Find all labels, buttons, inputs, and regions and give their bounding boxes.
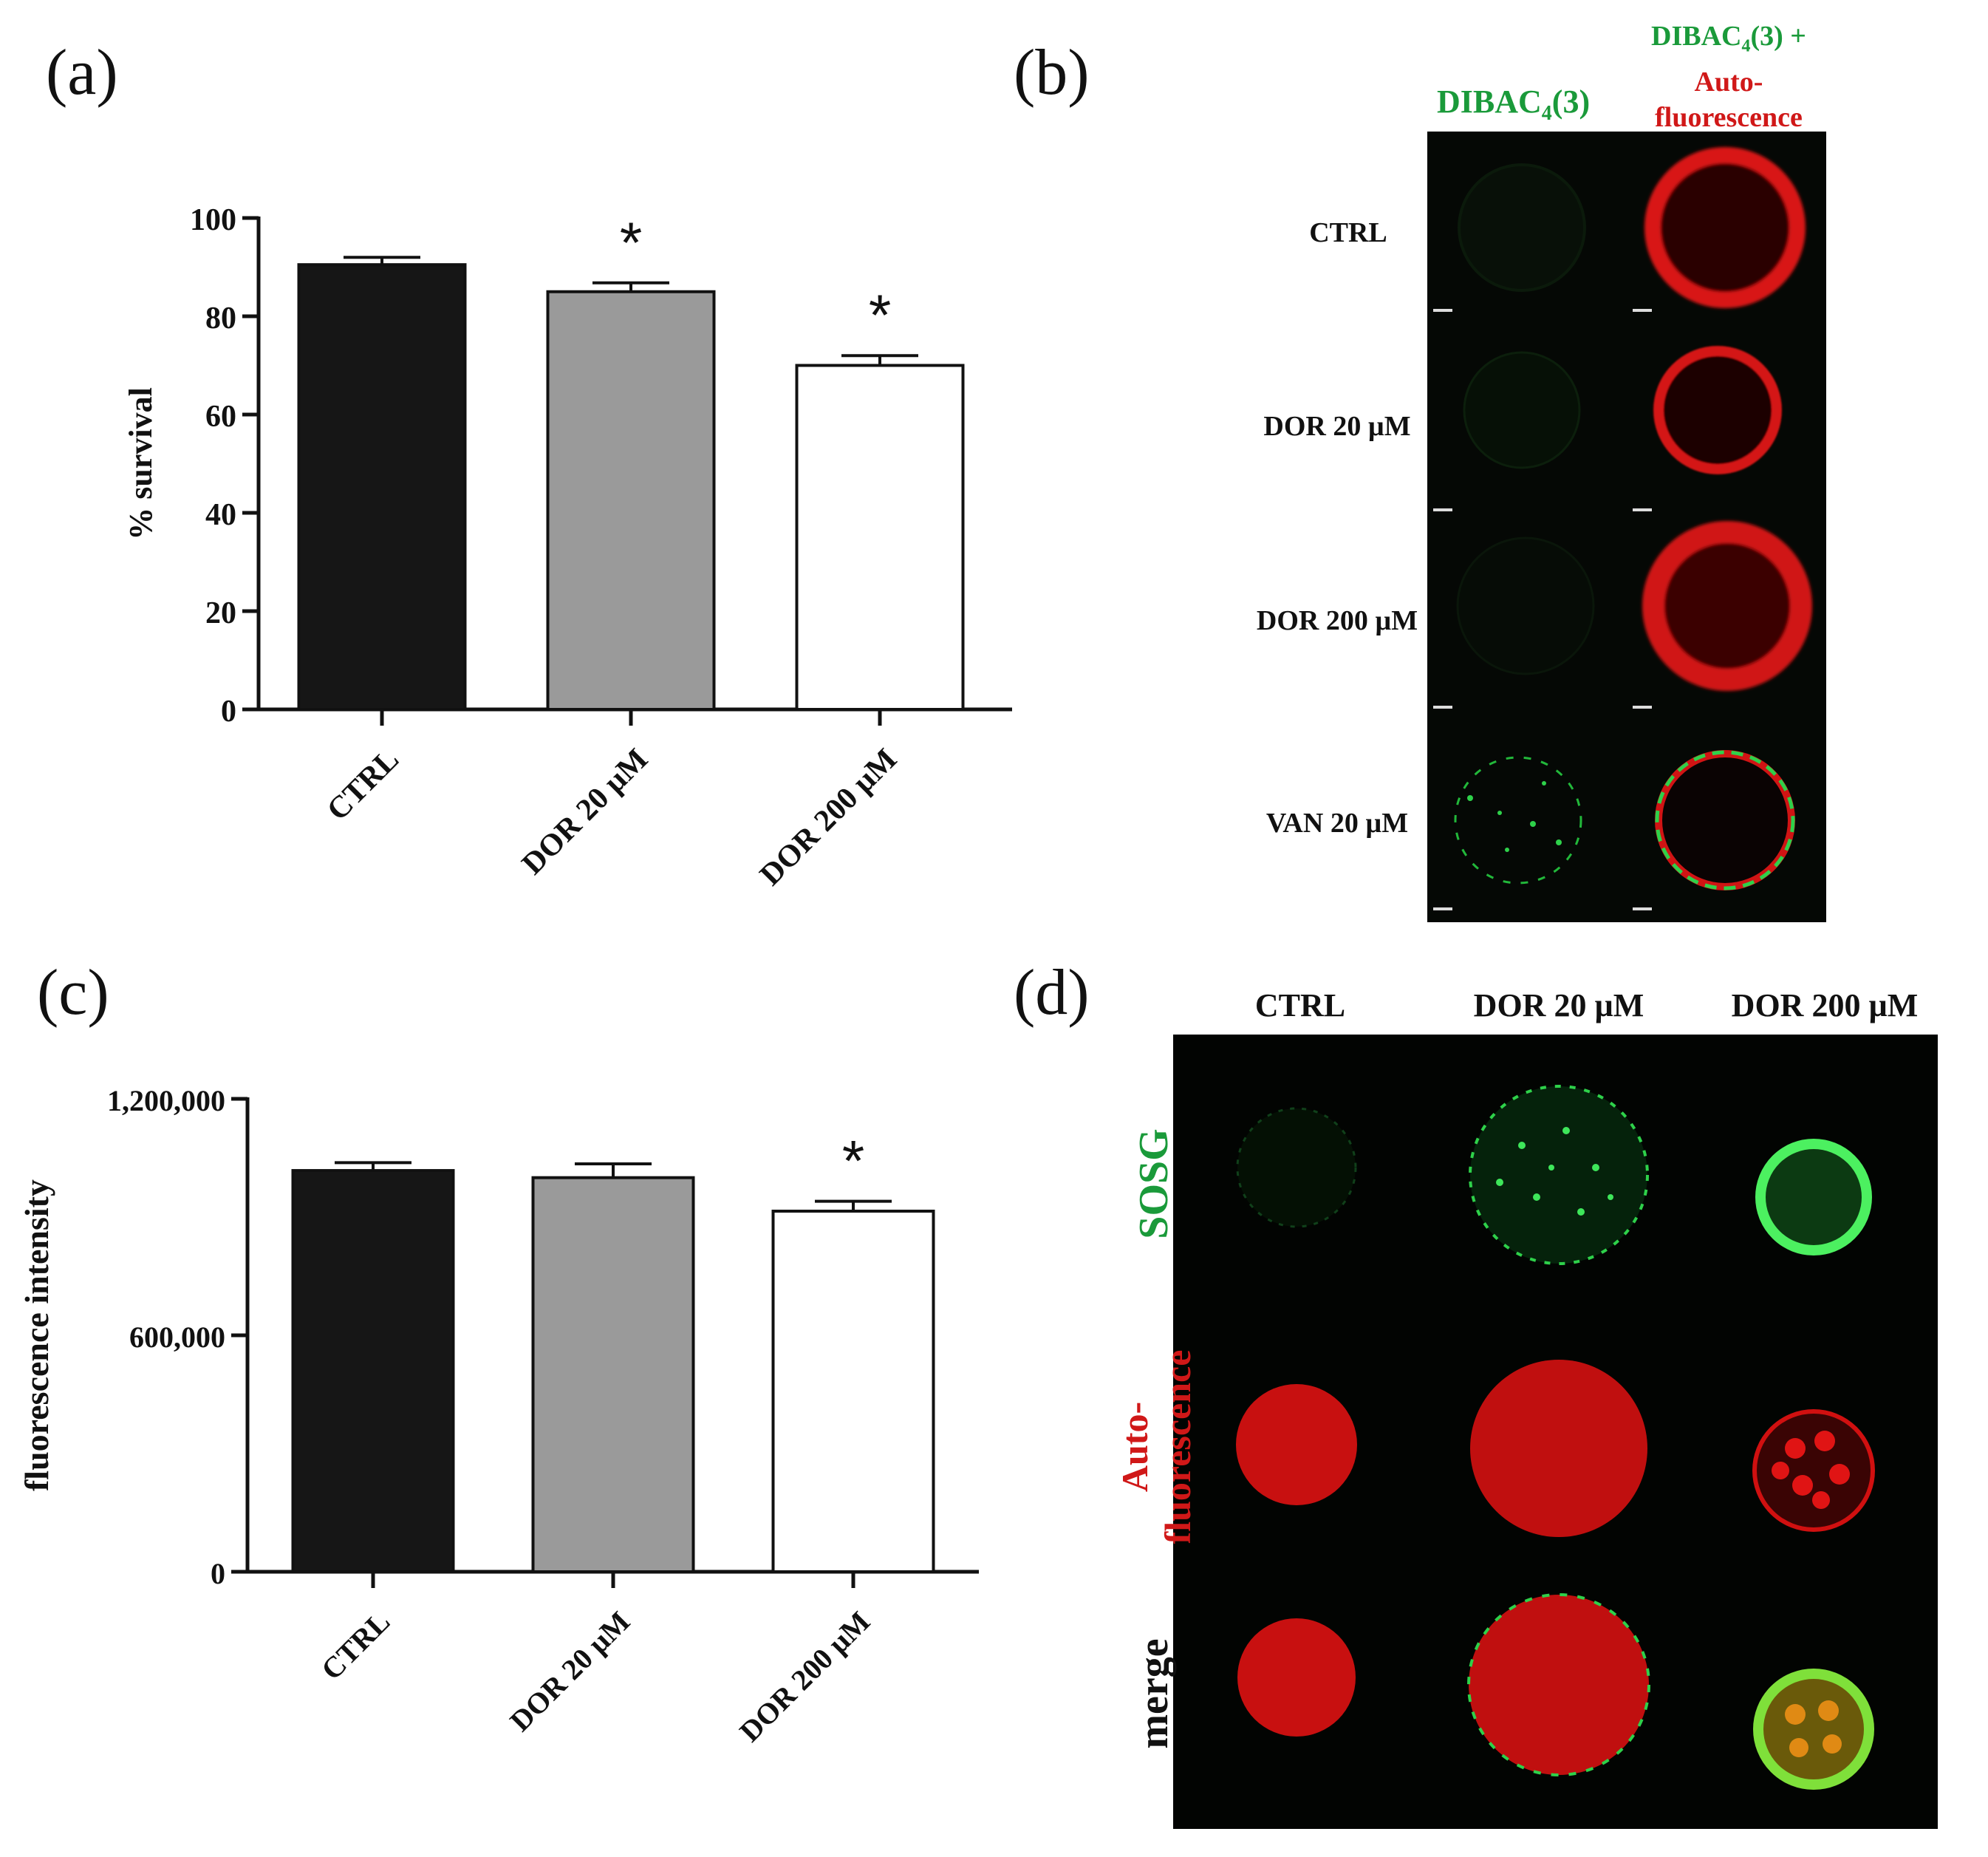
b-col-dibac-tail: (3) <box>1551 84 1591 120</box>
scale-bar <box>1633 706 1652 709</box>
x-tick-label: DOR 20 µM <box>503 1605 636 1738</box>
chart-a: 0 20 40 60 80 100 % survival CTRL * DOR 20 µM * DOR… <box>123 203 1012 893</box>
d-col-dor20: DOR 20 µM <box>1473 987 1644 1023</box>
panel-d-label: (d) <box>1014 957 1090 1029</box>
b-col-dibac-sub: 4 <box>1541 101 1552 125</box>
y-axis-label: fluorescence intensity <box>18 1179 55 1491</box>
b-col-merge-sub: 4 <box>1741 36 1751 56</box>
b-row-label-dor200: DOR 200 µM <box>1256 605 1418 636</box>
micrograph-b-dor200-merge <box>1642 521 1812 691</box>
x-tick-label: DOR 200 µM <box>733 1605 876 1748</box>
b-col-merge-line2: Auto- <box>1694 66 1763 98</box>
b-row-label-ctrl: CTRL <box>1309 217 1387 248</box>
micrograph-d-merge-dor200 <box>1753 1669 1874 1790</box>
x-tick-label: CTRL <box>315 1605 396 1686</box>
micrograph-d-sosg-ctrl <box>1236 1107 1357 1228</box>
scale-bar <box>1433 907 1452 910</box>
micrograph-d-auto-dor20 <box>1470 1360 1647 1537</box>
scale-bar <box>1633 508 1652 511</box>
significance-marker: * <box>869 282 891 347</box>
micrograph-d-auto-ctrl <box>1236 1384 1357 1505</box>
scale-bar <box>1433 508 1452 511</box>
x-tick-label: CTRL <box>321 743 406 828</box>
scale-bar <box>1433 309 1452 312</box>
y-tick-label: 20 <box>205 596 236 630</box>
micrograph-d-auto-dor200 <box>1752 1409 1875 1532</box>
d-row-merge: merge <box>1131 1638 1177 1749</box>
bar-3 <box>795 364 965 711</box>
micrograph-d-sosg-dor200 <box>1755 1139 1872 1255</box>
b-col-dibac-header: DIBAC4(3) <box>1437 83 1590 126</box>
micrograph-grid-b <box>1427 132 1826 922</box>
y-tick-label: 1,200,000 <box>107 1084 225 1117</box>
scale-bar <box>1433 706 1452 709</box>
b-col-merge-base: DIBAC <box>1651 21 1742 52</box>
bar-2 <box>546 290 716 711</box>
panel-c-label: (c) <box>37 957 109 1029</box>
scale-bar <box>1633 907 1652 910</box>
y-tick-label: 40 <box>205 498 236 532</box>
micrograph-d-merge-ctrl <box>1237 1618 1356 1737</box>
micrograph-grid-d <box>1173 1035 1938 1829</box>
micrograph-d-sosg-dor20-dots <box>1496 1127 1613 1216</box>
b-row-label-dor20: DOR 20 µM <box>1263 411 1411 442</box>
y-tick-label: 0 <box>211 1557 225 1590</box>
d-row-auto-line2: fluorescence <box>1157 1349 1198 1544</box>
micrograph-b-ctrl-merge <box>1644 147 1806 308</box>
b-col-merge-tail: (3) + <box>1750 21 1806 52</box>
x-tick-label: DOR 200 µM <box>754 743 904 893</box>
micrograph-d-sosg-dor20 <box>1469 1085 1649 1265</box>
y-axis-label: % survival <box>123 387 159 540</box>
b-row-label-van20: VAN 20 µM <box>1265 808 1409 839</box>
micrograph-b-ctrl-dibac <box>1458 163 1586 292</box>
d-col-dor200: DOR 200 µM <box>1731 987 1919 1023</box>
micrograph-d-merge-dor20 <box>1467 1593 1650 1776</box>
bar-1 <box>291 1169 455 1574</box>
micrograph-b-dor200-dibac <box>1456 536 1595 675</box>
significance-marker: * <box>842 1128 864 1193</box>
panel-b-label: (b) <box>1014 37 1090 109</box>
y-tick-label: 100 <box>190 203 236 237</box>
scale-bar <box>1633 309 1652 312</box>
x-tick-label: DOR 20 µM <box>516 743 655 882</box>
y-tick-label: 0 <box>221 695 236 729</box>
b-col-merge-header: DIBAC4(3) + Auto- fluorescence <box>1618 18 1840 135</box>
panel-a-label: (a) <box>46 37 118 109</box>
y-tick-label: 600,000 <box>129 1321 225 1354</box>
bar-2 <box>531 1176 695 1573</box>
y-tick-label: 80 <box>205 301 236 335</box>
micrograph-d-auto-dor200-cells <box>1772 1431 1850 1509</box>
chart-c: 0 600,000 1,200,000 fluorescence intensity C… <box>18 1084 979 1748</box>
d-row-auto-line1: Auto- <box>1114 1401 1155 1493</box>
micrograph-b-van-dibac <box>1454 756 1582 885</box>
micrograph-b-van-merge <box>1655 750 1795 890</box>
bar-1 <box>297 263 467 711</box>
micrograph-b-dor20-merge <box>1653 346 1782 474</box>
significance-marker: * <box>620 210 642 275</box>
y-tick-label: 60 <box>205 400 236 434</box>
d-col-ctrl: CTRL <box>1254 987 1346 1023</box>
bar-3 <box>771 1210 935 1573</box>
d-row-auto: Auto- fluorescence <box>1113 1314 1199 1580</box>
micrograph-b-van-dibac-dots <box>1467 781 1562 852</box>
b-col-dibac-base: DIBAC <box>1437 84 1542 120</box>
micrograph-b-dor20-dibac <box>1463 351 1581 469</box>
b-col-merge-line3: fluorescence <box>1655 101 1803 133</box>
micrograph-d-merge-dor200-cells <box>1785 1700 1842 1757</box>
d-row-sosg: SOSG <box>1131 1128 1177 1239</box>
